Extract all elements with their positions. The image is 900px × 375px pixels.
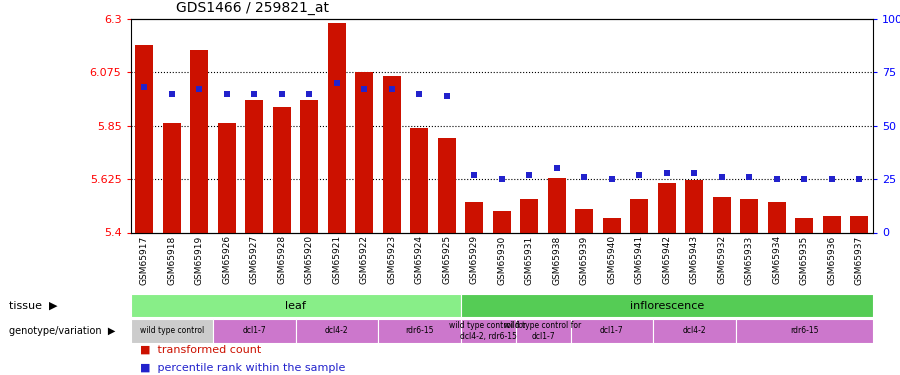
Bar <box>571 319 653 343</box>
Bar <box>163 123 181 232</box>
Bar <box>768 202 786 232</box>
Text: genotype/variation  ▶: genotype/variation ▶ <box>9 326 115 336</box>
Bar <box>516 319 571 343</box>
Text: tissue  ▶: tissue ▶ <box>9 301 58 310</box>
Bar <box>630 199 648 232</box>
Bar <box>213 319 295 343</box>
Bar <box>246 99 263 232</box>
Bar <box>465 202 483 232</box>
Bar <box>850 216 868 232</box>
Bar <box>130 294 461 317</box>
Bar <box>437 138 455 232</box>
Bar <box>328 24 346 232</box>
Text: wild type control for
dcl4-2, rdr6-15: wild type control for dcl4-2, rdr6-15 <box>449 321 526 340</box>
Bar <box>218 123 236 232</box>
Bar <box>735 319 873 343</box>
Bar <box>135 45 153 232</box>
Text: wild type control for
dcl1-7: wild type control for dcl1-7 <box>504 321 581 340</box>
Bar <box>130 319 213 343</box>
Bar <box>741 199 758 232</box>
Bar <box>520 199 538 232</box>
Bar <box>461 319 516 343</box>
Text: rdr6-15: rdr6-15 <box>405 326 434 335</box>
Bar <box>653 319 735 343</box>
Bar <box>461 294 873 317</box>
Text: ■  transformed count: ■ transformed count <box>140 345 261 355</box>
Bar <box>190 50 208 232</box>
Text: dcl4-2: dcl4-2 <box>682 326 707 335</box>
Bar <box>658 183 676 232</box>
Bar <box>713 197 731 232</box>
Bar <box>603 218 621 232</box>
Bar <box>575 209 593 232</box>
Bar <box>796 218 814 232</box>
Bar <box>548 178 566 232</box>
Text: inflorescence: inflorescence <box>630 301 704 310</box>
Text: rdr6-15: rdr6-15 <box>790 326 818 335</box>
Bar <box>382 76 400 232</box>
Bar <box>410 128 428 232</box>
Text: dcl1-7: dcl1-7 <box>600 326 624 335</box>
Bar <box>823 216 841 232</box>
Bar <box>295 319 378 343</box>
Text: wild type control: wild type control <box>140 326 204 335</box>
Text: dcl1-7: dcl1-7 <box>242 326 266 335</box>
Bar <box>273 106 291 232</box>
Bar <box>378 319 461 343</box>
Text: dcl4-2: dcl4-2 <box>325 326 348 335</box>
Bar <box>356 72 373 232</box>
Text: GDS1466 / 259821_at: GDS1466 / 259821_at <box>176 1 328 15</box>
Bar <box>685 180 703 232</box>
Bar <box>301 99 319 232</box>
Text: leaf: leaf <box>285 301 306 310</box>
Bar <box>493 211 510 232</box>
Text: ■  percentile rank within the sample: ■ percentile rank within the sample <box>140 363 345 374</box>
